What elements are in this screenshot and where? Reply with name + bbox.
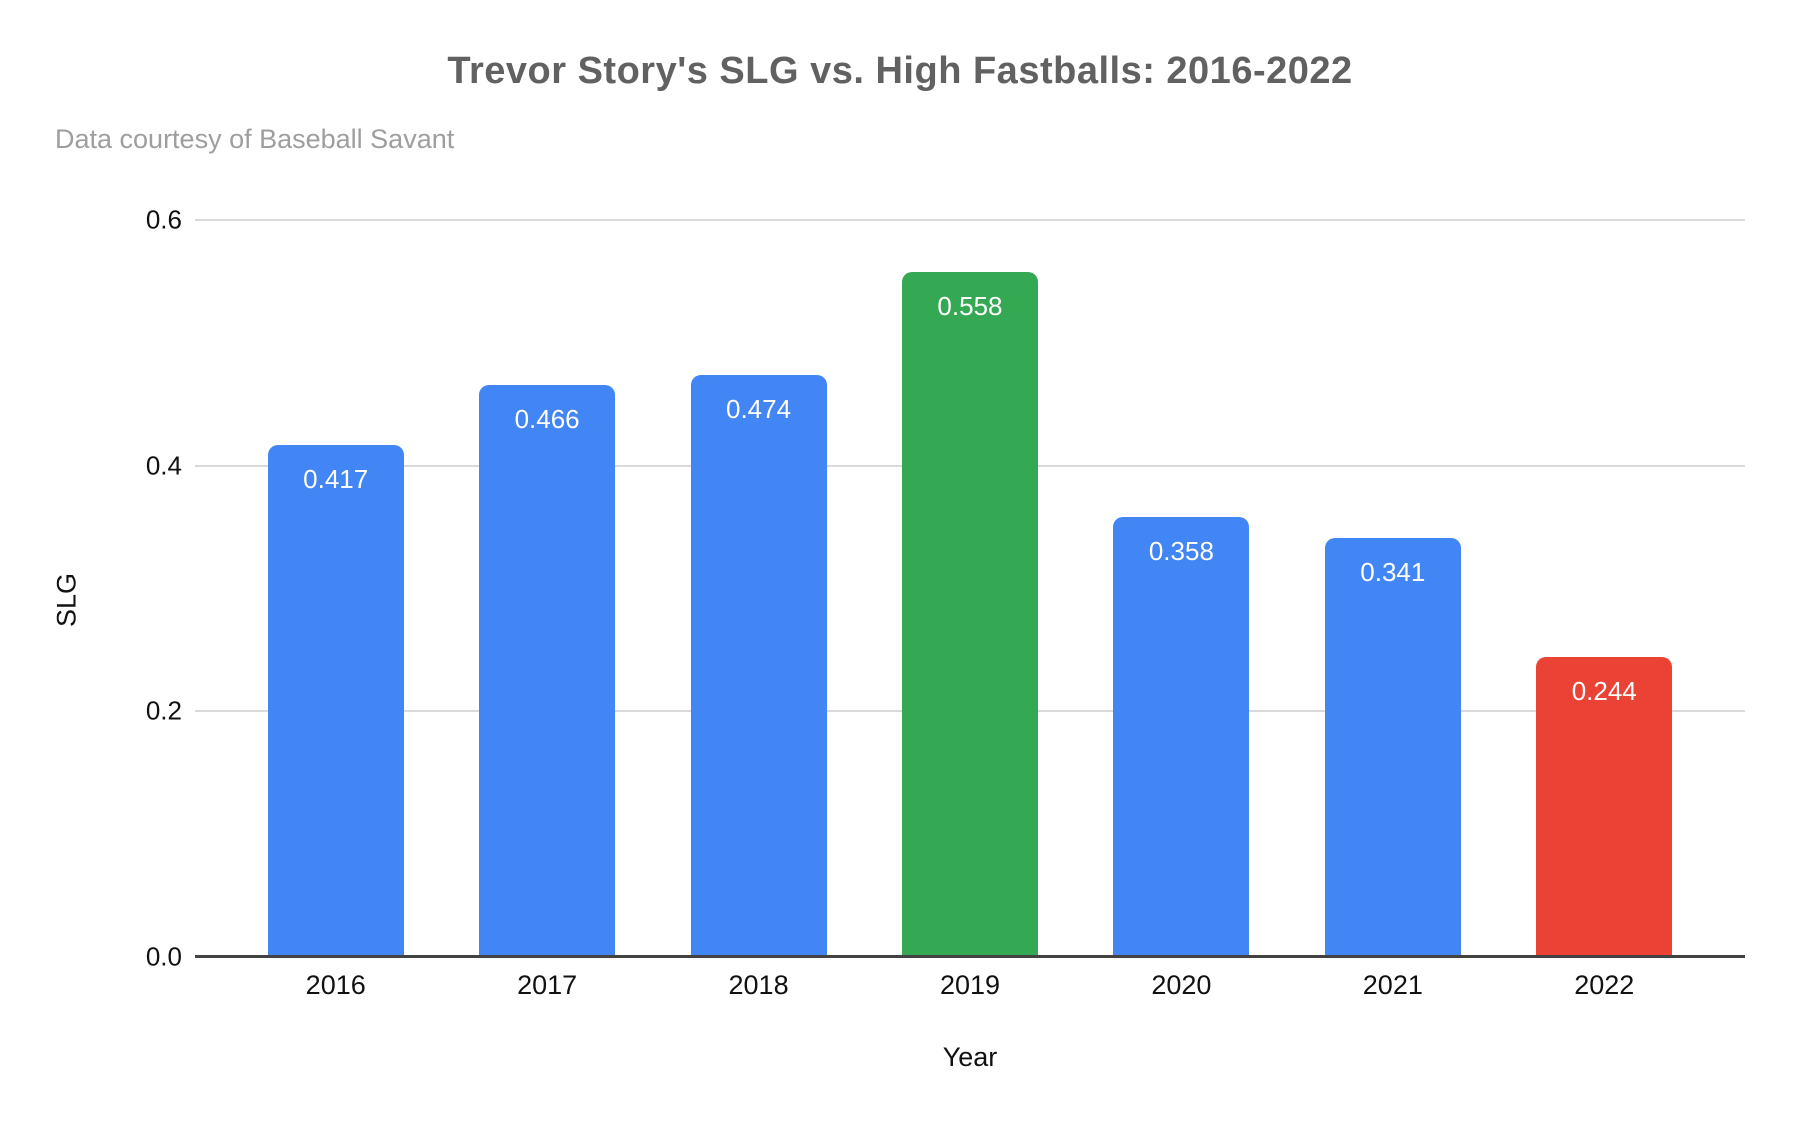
bar-2017: 0.466 — [479, 384, 616, 957]
x-tick-2020: 2020 — [1151, 970, 1212, 1000]
chart-subtitle: Data courtesy of Baseball Savant — [55, 124, 455, 154]
bar-cell-2021: 0.341 — [1287, 220, 1498, 957]
x-tick-2021: 2021 — [1362, 970, 1423, 1000]
y-tick-0.6: 0.6 — [145, 204, 182, 235]
bar-2016: 0.417 — [267, 444, 404, 957]
bar-2019: 0.558 — [901, 271, 1038, 957]
bar-cell-2022: 0.244 — [1499, 220, 1710, 957]
x-tick-2022: 2022 — [1574, 970, 1635, 1000]
y-axis-title: SLG — [51, 572, 82, 628]
bar-value-label-2019: 0.558 — [937, 290, 1003, 321]
x-tick-2016: 2016 — [305, 970, 366, 1000]
x-axis-line — [195, 955, 1745, 958]
chart-title: Trevor Story's SLG vs. High Fastballs: 2… — [447, 50, 1353, 92]
x-axis-title: Year — [942, 1042, 998, 1072]
gridline-0.6 — [195, 219, 1745, 221]
x-tick-2019: 2019 — [939, 970, 1001, 1000]
bar-2018: 0.474 — [690, 374, 827, 957]
bar-value-label-2021: 0.341 — [1360, 557, 1426, 588]
bar-cell-2016: 0.417 — [230, 220, 441, 957]
bar-value-label-2022: 0.244 — [1571, 676, 1637, 707]
x-tick-2017: 2017 — [517, 970, 578, 1000]
bar-cell-2017: 0.466 — [441, 220, 652, 957]
bar-cell-2020: 0.358 — [1076, 220, 1287, 957]
bar-value-label-2020: 0.358 — [1148, 536, 1214, 567]
plot-area: 0.417 0.466 0.474 0.558 0.358 0.341 0.244 — [195, 219, 1745, 958]
x-axis: 2016 2017 2018 2019 2020 2021 2022 — [195, 970, 1745, 1001]
y-tick-0.2: 0.2 — [145, 695, 182, 726]
y-axis: 0.0 0.2 0.4 0.6 — [96, 205, 182, 972]
bar-value-label-2018: 0.474 — [726, 393, 792, 424]
bar-cell-2018: 0.474 — [653, 220, 864, 957]
bar-2020: 0.358 — [1113, 517, 1250, 957]
bar-2021: 0.341 — [1324, 538, 1461, 957]
bars-row: 0.417 0.466 0.474 0.558 0.358 0.341 0.244 — [195, 220, 1745, 957]
bar-cell-2019: 0.558 — [864, 220, 1075, 957]
bar-value-label-2016: 0.417 — [303, 463, 369, 494]
y-tick-0.0: 0.0 — [145, 941, 182, 972]
bar-2022: 0.244 — [1536, 657, 1673, 957]
bar-value-label-2017: 0.466 — [514, 403, 580, 434]
x-tick-2018: 2018 — [728, 970, 789, 1000]
y-tick-0.4: 0.4 — [145, 450, 182, 481]
